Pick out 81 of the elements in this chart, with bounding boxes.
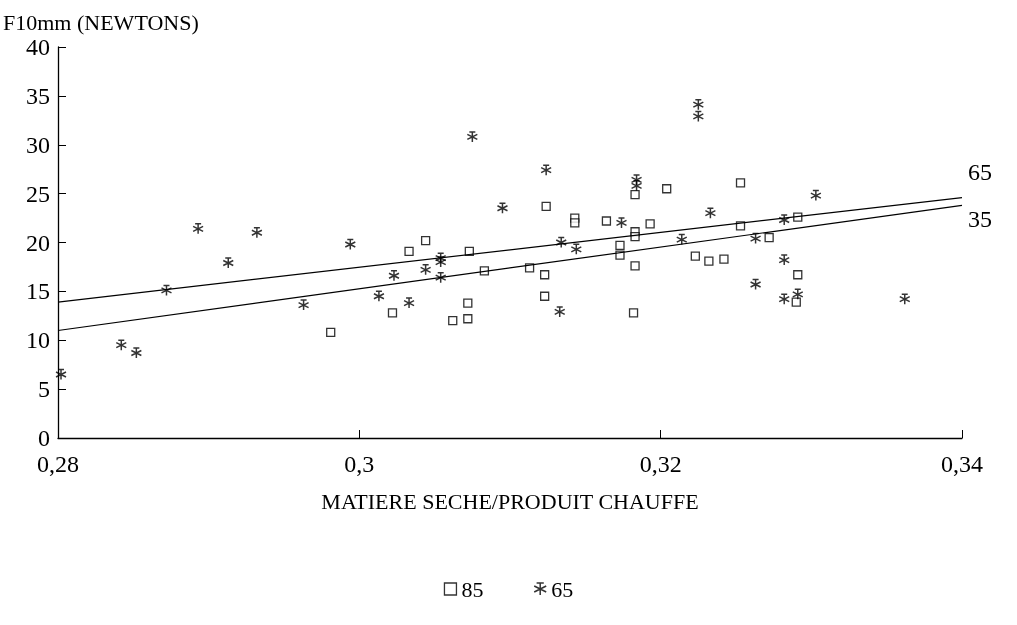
y-axis-title: F10mm (NEWTONS): [3, 9, 199, 35]
point: [115, 339, 128, 351]
x-axis-title: MATIERE SECHE/PRODUIT CHAUFFE: [321, 488, 699, 514]
point: [434, 271, 447, 284]
point: [55, 368, 67, 381]
point: [692, 98, 705, 111]
point: [434, 252, 447, 264]
point: [764, 232, 774, 243]
point: [448, 316, 458, 326]
y-tick-label: 5: [38, 376, 50, 403]
point: [792, 288, 804, 301]
point: [630, 174, 643, 186]
legend-label: 65: [551, 576, 574, 602]
point: [463, 298, 473, 308]
point: [662, 184, 672, 194]
point: [251, 226, 263, 239]
y-tick-label: 30: [26, 131, 50, 158]
point: [778, 214, 790, 226]
point: [719, 254, 729, 264]
point: [791, 297, 801, 307]
point: [403, 297, 415, 309]
point: [899, 293, 911, 305]
point: [570, 218, 580, 228]
point: [778, 254, 790, 266]
point: [735, 178, 746, 188]
point: [463, 314, 473, 324]
point: [540, 291, 550, 301]
point: [570, 243, 583, 256]
point: [130, 347, 143, 359]
point: [630, 261, 640, 271]
point: [630, 189, 640, 200]
y-tick-label: 20: [26, 229, 50, 256]
point: [645, 219, 655, 229]
point: [628, 308, 639, 318]
point: [601, 216, 612, 226]
point: [160, 284, 173, 297]
point: [404, 246, 414, 256]
y-tick-label: 35: [26, 82, 50, 109]
x-tick-label: 0,34: [941, 451, 983, 477]
y-tick-label: 40: [26, 34, 50, 60]
point: [615, 217, 628, 229]
y-tick-label: 0: [38, 425, 50, 451]
point: [615, 240, 625, 251]
y-tick-label: 15: [26, 278, 50, 305]
legend-label: 85: [461, 576, 484, 602]
point: [555, 236, 567, 249]
point: [540, 270, 550, 280]
point: [297, 299, 310, 311]
point: [373, 290, 385, 303]
point: [749, 278, 762, 291]
point: [326, 327, 336, 338]
point: [704, 207, 717, 219]
point: [553, 306, 566, 318]
point: [466, 131, 479, 143]
point: [540, 164, 552, 176]
point: [676, 233, 688, 246]
point: [793, 270, 803, 280]
point: [630, 180, 643, 192]
x-tick-label: 0,3: [344, 451, 375, 477]
point: [496, 202, 509, 215]
x-tick-label: 0,28: [37, 451, 79, 477]
point: [749, 232, 762, 245]
point: [387, 308, 398, 318]
point: [810, 189, 822, 202]
point: [434, 256, 447, 268]
point: [192, 223, 204, 235]
y-tick-label: 10: [26, 327, 50, 354]
y-tick-label: 25: [26, 180, 50, 207]
point: [704, 256, 714, 266]
point: [420, 235, 431, 246]
point: [344, 238, 357, 251]
point: [388, 269, 400, 282]
point: [419, 264, 432, 276]
point: [222, 257, 234, 269]
point: [692, 110, 705, 123]
point: [690, 251, 700, 261]
point: [778, 293, 790, 305]
point: [541, 201, 551, 211]
annotation: 35: [968, 206, 992, 233]
x-tick-label: 0,32: [639, 451, 682, 477]
annotation: 65: [968, 158, 992, 185]
